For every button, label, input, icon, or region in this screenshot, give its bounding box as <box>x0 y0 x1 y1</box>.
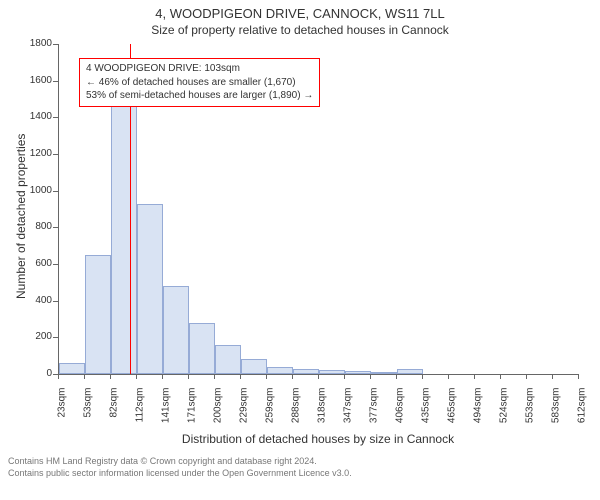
x-tick-mark <box>292 374 293 379</box>
y-tick-mark <box>53 81 58 82</box>
x-tick-label: 435sqm <box>421 388 432 432</box>
x-tick-mark <box>162 374 163 379</box>
x-tick-label: 553sqm <box>525 388 536 432</box>
histogram-bar <box>215 345 241 374</box>
x-tick-label: 229sqm <box>239 388 250 432</box>
histogram-bar <box>397 369 423 375</box>
y-tick-mark <box>53 301 58 302</box>
y-tick-label: 1000 <box>18 185 52 196</box>
x-tick-label: 23sqm <box>57 388 68 432</box>
y-tick-label: 0 <box>18 368 52 379</box>
x-tick-mark <box>214 374 215 379</box>
y-tick-mark <box>53 154 58 155</box>
x-tick-label: 583sqm <box>551 388 562 432</box>
y-tick-label: 1600 <box>18 75 52 86</box>
histogram-bar <box>319 370 345 374</box>
x-tick-mark <box>474 374 475 379</box>
footer-attribution: Contains HM Land Registry data © Crown c… <box>8 456 352 479</box>
x-tick-mark <box>266 374 267 379</box>
y-tick-mark <box>53 264 58 265</box>
x-tick-mark <box>370 374 371 379</box>
x-tick-label: 112sqm <box>135 388 146 432</box>
x-tick-label: 494sqm <box>473 388 484 432</box>
y-tick-mark <box>53 337 58 338</box>
y-tick-label: 1200 <box>18 148 52 159</box>
x-tick-mark <box>422 374 423 379</box>
footer-line-1: Contains HM Land Registry data © Crown c… <box>8 456 352 468</box>
annotation-line: ← 46% of detached houses are smaller (1,… <box>86 76 313 90</box>
x-tick-label: 259sqm <box>265 388 276 432</box>
histogram-bar <box>111 105 137 375</box>
x-tick-mark <box>500 374 501 379</box>
x-tick-mark <box>240 374 241 379</box>
chart-title-sub: Size of property relative to detached ho… <box>0 21 600 37</box>
x-tick-mark <box>136 374 137 379</box>
annotation-box: 4 WOODPIGEON DRIVE: 103sqm← 46% of detac… <box>79 58 320 107</box>
y-tick-mark <box>53 191 58 192</box>
y-tick-mark <box>53 44 58 45</box>
x-axis-label: Distribution of detached houses by size … <box>58 432 578 446</box>
y-tick-label: 600 <box>18 258 52 269</box>
y-tick-mark <box>53 117 58 118</box>
chart-container: { "title_main": "4, WOODPIGEON DRIVE, CA… <box>0 0 600 500</box>
x-tick-mark <box>552 374 553 379</box>
histogram-bar <box>137 204 163 375</box>
x-tick-label: 347sqm <box>343 388 354 432</box>
x-tick-mark <box>58 374 59 379</box>
x-tick-mark <box>318 374 319 379</box>
x-tick-label: 524sqm <box>499 388 510 432</box>
x-tick-label: 200sqm <box>213 388 224 432</box>
x-tick-label: 288sqm <box>291 388 302 432</box>
x-tick-label: 377sqm <box>369 388 380 432</box>
x-tick-mark <box>188 374 189 379</box>
x-tick-mark <box>84 374 85 379</box>
y-tick-mark <box>53 227 58 228</box>
y-tick-label: 1400 <box>18 111 52 122</box>
x-tick-label: 406sqm <box>395 388 406 432</box>
plot-area: 4 WOODPIGEON DRIVE: 103sqm← 46% of detac… <box>58 44 579 375</box>
x-tick-label: 141sqm <box>161 388 172 432</box>
x-tick-mark <box>396 374 397 379</box>
histogram-bar <box>293 369 319 375</box>
x-tick-label: 318sqm <box>317 388 328 432</box>
histogram-bar <box>189 323 215 374</box>
x-tick-mark <box>344 374 345 379</box>
histogram-bar <box>85 255 111 374</box>
x-tick-mark <box>578 374 579 379</box>
x-tick-label: 612sqm <box>577 388 588 432</box>
histogram-bar <box>241 359 267 374</box>
x-tick-label: 53sqm <box>83 388 94 432</box>
x-tick-label: 171sqm <box>187 388 198 432</box>
histogram-bar <box>163 286 189 374</box>
y-tick-label: 400 <box>18 295 52 306</box>
x-tick-label: 465sqm <box>447 388 458 432</box>
chart-title-main: 4, WOODPIGEON DRIVE, CANNOCK, WS11 7LL <box>0 0 600 21</box>
footer-line-2: Contains public sector information licen… <box>8 468 352 480</box>
y-tick-label: 200 <box>18 331 52 342</box>
histogram-bar <box>371 372 397 374</box>
histogram-bar <box>345 371 371 374</box>
x-tick-mark <box>526 374 527 379</box>
x-tick-mark <box>110 374 111 379</box>
annotation-line: 4 WOODPIGEON DRIVE: 103sqm <box>86 62 313 76</box>
histogram-bar <box>267 367 293 374</box>
y-tick-label: 800 <box>18 221 52 232</box>
x-tick-label: 82sqm <box>109 388 120 432</box>
x-tick-mark <box>448 374 449 379</box>
histogram-bar <box>59 363 85 374</box>
y-tick-label: 1800 <box>18 38 52 49</box>
annotation-line: 53% of semi-detached houses are larger (… <box>86 89 313 103</box>
